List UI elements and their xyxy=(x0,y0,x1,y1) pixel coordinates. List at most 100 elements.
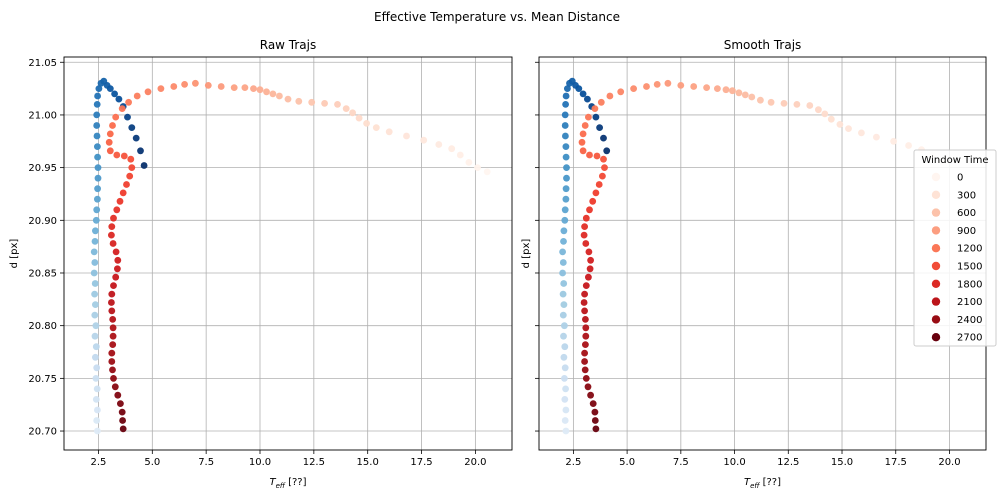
legend-marker xyxy=(931,261,941,271)
scatter-point xyxy=(587,391,594,399)
scatter-point xyxy=(873,133,880,141)
scatter-point xyxy=(94,406,101,414)
scatter-point xyxy=(593,152,601,160)
scatter-point xyxy=(562,153,570,161)
scatter-point xyxy=(584,383,592,391)
scatter-point xyxy=(592,189,600,197)
x-tick-label: 10.0 xyxy=(249,457,271,468)
y-axis-label: d [px] xyxy=(521,239,532,269)
scatter-point xyxy=(372,124,380,131)
scatter-point xyxy=(110,375,117,382)
legend-marker xyxy=(931,226,941,235)
x-tick-label: 17.5 xyxy=(410,457,432,468)
scatter-point xyxy=(284,95,292,103)
scatter-point xyxy=(116,197,124,205)
scatter-point xyxy=(144,88,152,96)
scatter-point xyxy=(581,366,589,374)
scatter-point xyxy=(114,256,122,264)
scatter-point xyxy=(845,125,852,132)
scatter-point xyxy=(269,90,277,98)
scatter-point xyxy=(93,206,101,214)
scatter-point xyxy=(563,164,570,172)
scatter-point xyxy=(722,86,730,94)
scatter-point xyxy=(643,83,650,90)
scatter-point xyxy=(592,425,600,433)
scatter-point xyxy=(128,124,136,131)
scatter-point xyxy=(586,206,593,214)
scatter-point xyxy=(559,248,566,256)
scatter-point xyxy=(109,240,117,247)
scatter-point xyxy=(92,343,100,351)
scatter-point xyxy=(92,353,99,361)
window-time-legend: Window Time 0 300 600 900 1200 1500 1800 2100 24… xyxy=(913,149,997,347)
scatter-point xyxy=(112,113,120,121)
scatter-point xyxy=(585,273,592,281)
legend-label: 1500 xyxy=(957,262,982,273)
scatter-point xyxy=(582,375,590,382)
scatter-point xyxy=(560,332,567,340)
scatter-point xyxy=(94,174,102,182)
scatter-point xyxy=(584,95,591,103)
y-tick-label: 20.70 xyxy=(28,427,57,438)
scatter-point xyxy=(474,164,481,172)
x-tick-label: 12.5 xyxy=(777,457,799,468)
legend-marker xyxy=(931,244,941,253)
scatter-point xyxy=(561,216,569,224)
scatter-point xyxy=(93,122,101,129)
scatter-point xyxy=(561,111,569,119)
scatter-point xyxy=(119,425,127,433)
scatter-point xyxy=(111,383,119,391)
scatter-point xyxy=(91,332,99,340)
scatter-point xyxy=(581,290,588,298)
x-tick-label: 10.0 xyxy=(723,457,745,468)
scatter-point xyxy=(560,227,568,235)
scatter-point xyxy=(561,396,569,403)
scatter-point xyxy=(119,417,126,424)
scatter-point xyxy=(581,307,588,315)
scatter-point xyxy=(127,155,135,163)
scatter-point xyxy=(465,159,473,166)
scatter-point xyxy=(91,280,99,287)
scatter-point xyxy=(123,181,130,188)
scatter-point xyxy=(589,197,597,205)
scatter-point xyxy=(586,265,594,273)
x-tick-label: 15.0 xyxy=(831,457,853,468)
scatter-point xyxy=(589,400,597,407)
scatter-point xyxy=(133,92,141,100)
scatter-point xyxy=(95,85,103,92)
scatter-point xyxy=(109,316,117,323)
scatter-point xyxy=(349,109,356,117)
scatter-point xyxy=(559,269,566,277)
scatter-point xyxy=(106,147,114,155)
scatter-point xyxy=(108,299,115,306)
scatter-point xyxy=(128,164,136,172)
scatter-point xyxy=(591,408,599,416)
scatter-point xyxy=(677,82,685,89)
scatter-point xyxy=(575,85,583,92)
scatter-point xyxy=(767,98,775,106)
scatter-point xyxy=(109,366,116,374)
scatter-point xyxy=(118,408,126,416)
scatter-point xyxy=(94,92,101,100)
scatter-point xyxy=(581,122,589,129)
scatter-point xyxy=(562,101,569,108)
scatter-point xyxy=(110,282,117,289)
scatter-point xyxy=(581,223,588,231)
scatter-point xyxy=(93,101,101,108)
scatter-point xyxy=(113,206,121,214)
legend-marker xyxy=(931,333,941,342)
scatter-point xyxy=(664,79,672,87)
scatter-point xyxy=(582,240,590,247)
legend-label: 1800 xyxy=(957,279,982,290)
scatter-point xyxy=(93,132,101,140)
scatter-point xyxy=(170,83,178,90)
scatter-point xyxy=(420,136,428,144)
legend-label: 2700 xyxy=(957,333,982,344)
scatter-point xyxy=(561,322,568,330)
scatter-point xyxy=(109,332,117,340)
scatter-point xyxy=(119,189,127,197)
scatter-point xyxy=(562,92,570,100)
x-tick-label: 7.5 xyxy=(673,457,689,468)
scatter-point xyxy=(92,301,99,308)
y-tick-label: 20.90 xyxy=(28,216,57,227)
